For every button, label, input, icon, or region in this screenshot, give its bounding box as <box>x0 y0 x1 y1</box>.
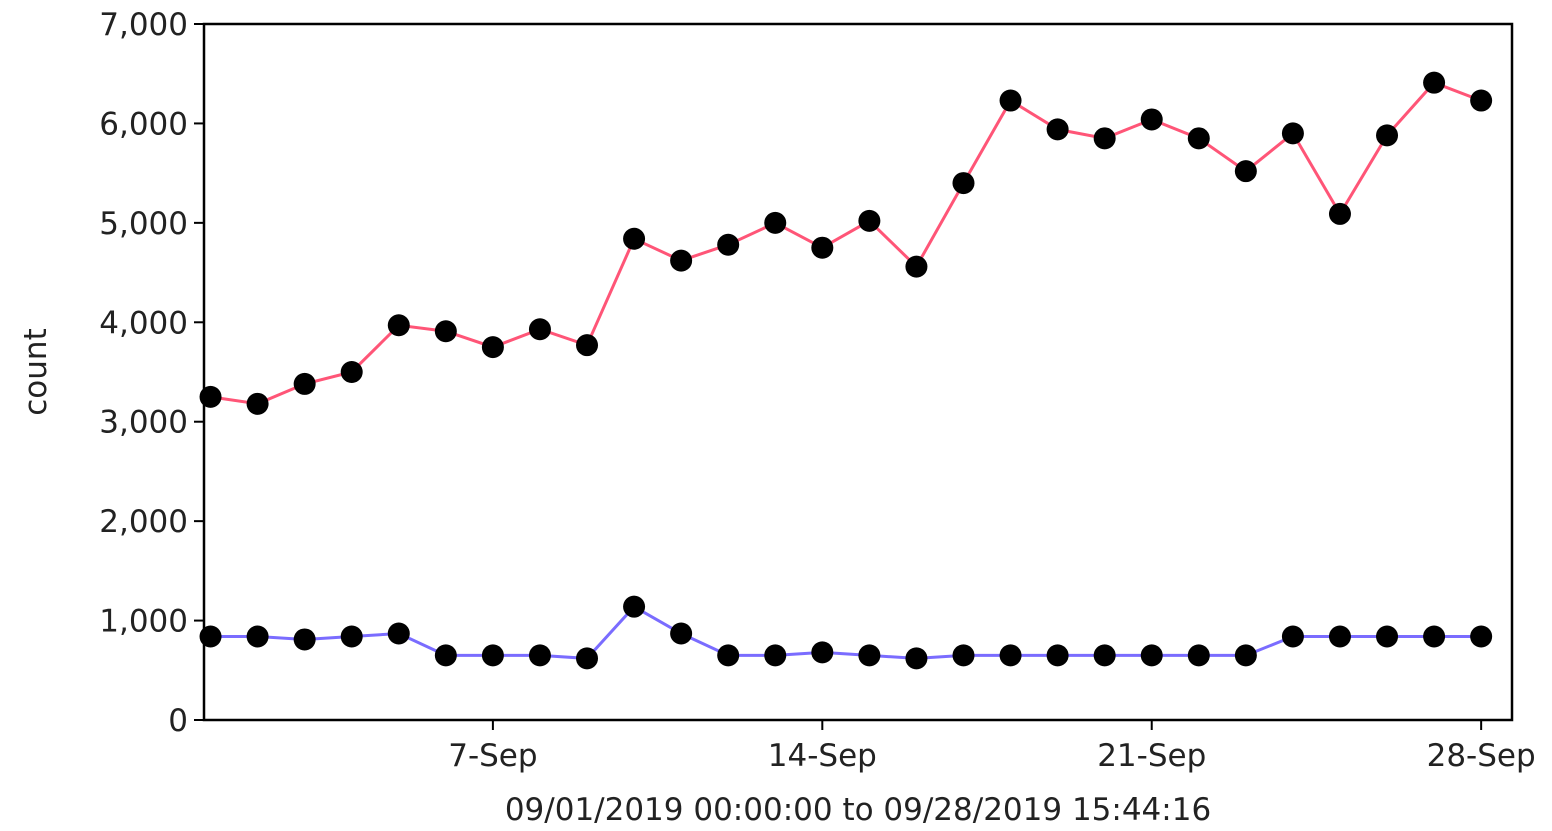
x-tick-label: 14-Sep <box>768 738 877 774</box>
x-axis-label: 09/01/2019 00:00:00 to 09/28/2019 15:44:… <box>505 792 1211 828</box>
data-point <box>246 392 269 415</box>
y-axis-label: count <box>18 328 54 415</box>
y-tick-label: 0 <box>168 703 188 739</box>
data-point <box>1376 124 1399 147</box>
series-2 <box>199 595 1493 670</box>
data-point <box>293 372 316 395</box>
series-line <box>210 80 1482 406</box>
y-axis: 0 1,000 2,000 3,000 4,000 5,000 6,000 7,000 <box>99 7 204 739</box>
data-point <box>1423 71 1446 94</box>
plot-frame <box>202 22 1514 722</box>
data-point <box>1281 122 1304 145</box>
data-point <box>858 644 881 667</box>
data-point <box>576 647 599 670</box>
data-point <box>481 644 504 667</box>
data-point <box>999 644 1022 667</box>
x-tick-label: 21-Sep <box>1097 738 1206 774</box>
data-point <box>293 628 316 651</box>
data-point <box>905 647 928 670</box>
data-point <box>905 255 928 278</box>
data-point <box>1140 108 1163 131</box>
data-point <box>199 385 222 408</box>
data-point <box>528 644 551 667</box>
data-point <box>528 318 551 341</box>
data-point <box>387 314 410 337</box>
data-point <box>764 644 787 667</box>
data-point <box>1046 118 1069 141</box>
data-point <box>434 644 457 667</box>
data-point <box>1376 625 1399 648</box>
data-point <box>717 233 740 256</box>
y-tick-label: 6,000 <box>99 106 188 142</box>
data-point <box>1470 89 1493 112</box>
data-point <box>1281 625 1304 648</box>
data-point <box>623 595 646 618</box>
data-point <box>764 211 787 234</box>
data-point <box>246 625 269 648</box>
data-point <box>1093 644 1116 667</box>
data-point <box>623 227 646 250</box>
x-tick-label: 7-Sep <box>448 738 537 774</box>
data-point <box>717 644 740 667</box>
data-point <box>999 89 1022 112</box>
y-tick-label: 3,000 <box>99 405 188 441</box>
data-point <box>387 622 410 645</box>
y-tick-label: 5,000 <box>99 206 188 242</box>
data-point <box>1328 202 1351 225</box>
series-1 <box>199 71 1493 415</box>
data-point <box>1328 625 1351 648</box>
series-line <box>210 604 1482 660</box>
data-point <box>340 625 363 648</box>
y-tick-label: 7,000 <box>99 7 188 43</box>
series-layer <box>199 71 1493 670</box>
data-point <box>670 249 693 272</box>
data-point <box>1187 127 1210 150</box>
y-tick-label: 1,000 <box>99 604 188 640</box>
x-tick-label: 28-Sep <box>1427 738 1536 774</box>
data-point <box>434 320 457 343</box>
data-point <box>1470 625 1493 648</box>
data-point <box>576 334 599 357</box>
data-point <box>952 644 975 667</box>
y-tick-label: 4,000 <box>99 305 188 341</box>
data-point <box>481 336 504 359</box>
data-point <box>1046 644 1069 667</box>
data-point <box>199 625 222 648</box>
data-point <box>858 209 881 232</box>
data-point <box>1140 644 1163 667</box>
x-axis: 7-Sep 14-Sep 21-Sep 28-Sep <box>448 720 1536 774</box>
data-point <box>1234 644 1257 667</box>
data-point <box>952 172 975 195</box>
data-point <box>1187 644 1210 667</box>
data-point <box>1423 625 1446 648</box>
data-point <box>811 236 834 259</box>
data-point <box>670 622 693 645</box>
data-point <box>1093 127 1116 150</box>
data-point <box>1234 160 1257 183</box>
data-point <box>340 361 363 383</box>
y-tick-label: 2,000 <box>99 504 188 540</box>
data-point <box>811 641 834 664</box>
